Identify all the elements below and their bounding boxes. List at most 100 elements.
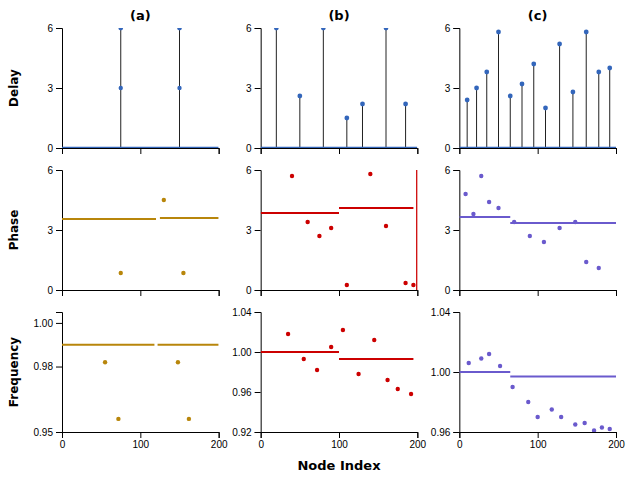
panel: 01002000.950.981.00Frequency [7, 313, 228, 451]
y-tick-mark [453, 170, 459, 171]
point [341, 328, 345, 332]
y-axis-line [255, 29, 262, 149]
stem [598, 72, 599, 148]
stem-marker [508, 94, 513, 99]
line-segment [510, 222, 616, 224]
stem-marker [584, 30, 589, 35]
point [528, 234, 532, 238]
point [116, 417, 120, 421]
y-axis: 0.961.001.04 [431, 307, 460, 438]
y-tick-label: 0 [445, 143, 451, 154]
x-axis: 0 100 200 [258, 432, 426, 450]
y-tick-label: 3 [246, 225, 252, 236]
stem [533, 64, 534, 148]
point [305, 220, 309, 224]
panel: 036(a)Delay [7, 8, 219, 154]
x-tick-label: 0 [258, 439, 264, 450]
y-tick: 0 [47, 285, 62, 296]
y-tick: 3 [246, 83, 261, 94]
panel-title: (c) [528, 8, 548, 23]
x-tick-mark [339, 290, 340, 296]
point [329, 226, 333, 230]
x-axis-line [460, 149, 617, 155]
stem-marker [274, 28, 279, 30]
point [498, 364, 502, 368]
y-axis-line [453, 29, 460, 149]
stem [386, 28, 387, 148]
y-tick-mark [255, 230, 261, 231]
x-tick [339, 148, 340, 154]
x-axis [63, 148, 220, 154]
y-axis-line [255, 171, 262, 291]
x-tick-mark [140, 432, 141, 438]
x-axis-line [261, 291, 418, 297]
x-tick-label: 100 [530, 439, 547, 450]
y-tick-label: 6 [445, 165, 451, 176]
x-tick-mark [339, 432, 340, 438]
y-tick: 1.04 [431, 307, 459, 318]
y-tick: 6 [246, 165, 261, 176]
stem-marker [384, 28, 389, 30]
panel-title: (b) [328, 8, 349, 23]
point [510, 385, 514, 389]
stem-marker [531, 62, 536, 67]
point [409, 392, 413, 396]
stem-marker [297, 94, 302, 99]
plot-area [261, 328, 414, 396]
point [317, 234, 321, 238]
plot-area [459, 30, 616, 148]
y-tick: 0 [246, 285, 261, 296]
x-tick-mark [219, 432, 220, 438]
y-axis-title: Phase [7, 210, 21, 251]
x-tick-label: 200 [608, 439, 625, 450]
point [584, 260, 588, 264]
y-tick: 6 [246, 23, 261, 34]
point [385, 378, 389, 382]
x-axis [261, 290, 418, 296]
x-axis-line [261, 433, 418, 439]
y-tick-mark [56, 432, 62, 433]
stem [362, 104, 363, 148]
x-axis-line [261, 149, 418, 155]
stem [323, 28, 324, 148]
y-axis: 0.950.981.00 [34, 313, 63, 438]
line-segment [158, 344, 219, 346]
x-tick [219, 290, 220, 296]
stem-marker [465, 98, 470, 103]
point [496, 206, 500, 210]
x-tick [616, 290, 617, 296]
point [103, 360, 107, 364]
x-tick: 200 [211, 432, 228, 450]
y-tick-mark [453, 28, 459, 29]
x-tick: 0 [258, 432, 264, 450]
x-tick: 200 [409, 432, 426, 450]
stem [486, 72, 487, 148]
point [315, 368, 319, 372]
y-tick-mark [453, 88, 459, 89]
panel-title: (a) [130, 8, 151, 23]
x-tick: 100 [331, 432, 348, 450]
stem [476, 88, 477, 148]
figure: 036(a)Delay036(b)036(c)036Phase036036010… [0, 0, 630, 480]
point [119, 86, 123, 90]
x-tick [616, 148, 617, 154]
y-axis: 036 [47, 23, 62, 154]
stem [405, 104, 406, 148]
x-tick-label: 0 [60, 439, 66, 450]
stem-marker [484, 70, 489, 75]
point [573, 422, 577, 426]
line-segment [510, 376, 616, 378]
x-tick-mark [417, 148, 418, 154]
y-tick-label: 1.04 [232, 307, 252, 318]
y-tick: 0.96 [232, 387, 260, 398]
x-tick-mark [616, 290, 617, 296]
point [411, 283, 415, 287]
stem-marker [321, 28, 326, 30]
x-tick-label: 0 [457, 439, 463, 450]
y-axis: 036 [445, 165, 460, 296]
y-tick: 3 [445, 83, 460, 94]
y-tick-label: 0.95 [34, 427, 54, 438]
y-axis-line [453, 171, 460, 291]
x-tick-mark [219, 290, 220, 296]
y-tick-mark [453, 312, 459, 313]
